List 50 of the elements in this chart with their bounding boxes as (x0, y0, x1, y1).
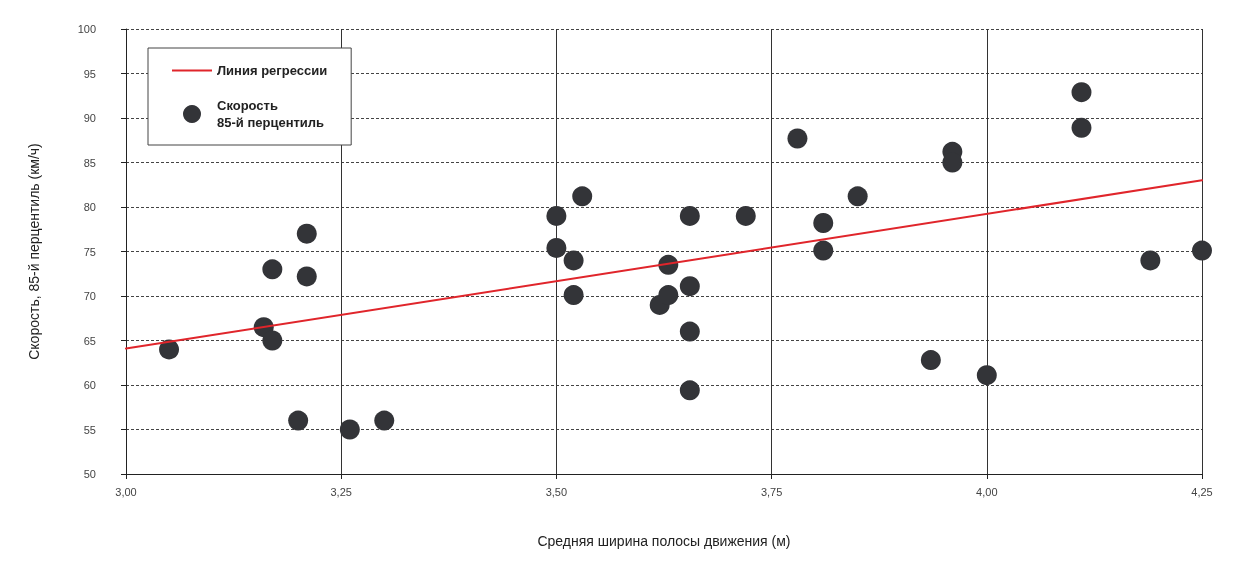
y-tick-label: 65 (83, 334, 96, 347)
x-tick-label: 4,00 (976, 485, 998, 498)
point (813, 240, 834, 261)
point (1140, 250, 1161, 271)
y-tick-label: 85 (83, 156, 96, 169)
legend-label: Линия регрессии (217, 63, 328, 78)
point (288, 410, 309, 431)
point (339, 419, 360, 440)
y-tick-label: 100 (77, 23, 96, 35)
point (546, 205, 567, 226)
point (735, 205, 756, 226)
x-tick-label: 3,75 (760, 485, 783, 498)
point (572, 186, 593, 207)
x-tick-label: 3,50 (545, 485, 568, 498)
point (1071, 82, 1092, 103)
point (787, 128, 808, 149)
point (563, 250, 584, 271)
point (546, 237, 567, 258)
y-tick-label: 60 (83, 379, 96, 391)
y-tick-label: 50 (83, 468, 96, 480)
y-tick-label: 80 (83, 201, 96, 213)
point (976, 365, 997, 386)
point (679, 321, 700, 342)
point (1071, 117, 1092, 138)
point (658, 285, 679, 306)
legend-label: Скорость 85-й перцентиль (217, 98, 325, 130)
point (679, 276, 700, 297)
point (262, 330, 283, 351)
point (296, 223, 317, 244)
y-axis-title: Скорость, 85-й перцентиль (км/ч) (26, 143, 42, 360)
point (563, 285, 584, 306)
x-tick-label: 3,00 (115, 485, 137, 498)
point (159, 339, 180, 360)
point (847, 186, 868, 207)
point (679, 380, 700, 401)
y-tick-label: 75 (83, 245, 96, 258)
point (374, 410, 395, 431)
point (262, 259, 283, 280)
y-tick-label: 70 (83, 290, 96, 302)
x-tick-label: 4,25 (1191, 485, 1213, 498)
y-tick-label: 55 (83, 423, 96, 436)
y-tick-label: 90 (83, 112, 96, 124)
point (920, 350, 941, 371)
x-tick-label: 3,25 (330, 485, 352, 498)
point (679, 205, 700, 226)
point (296, 266, 317, 287)
point (1192, 240, 1212, 261)
x-axis-title: Средняя ширина полосы движения (м) (537, 533, 791, 549)
point (813, 213, 834, 234)
y-tick-label: 95 (83, 67, 96, 80)
